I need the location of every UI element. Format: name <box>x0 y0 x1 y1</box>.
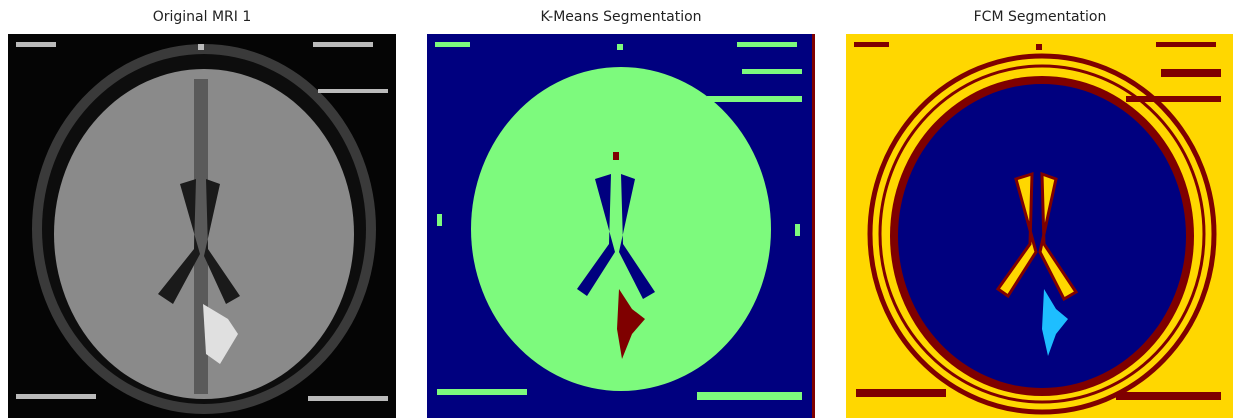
mri-image <box>8 34 396 418</box>
panel-title: Original MRI 1 <box>153 9 252 25</box>
panel-title: FCM Segmentation <box>974 9 1107 25</box>
fcm-image <box>846 34 1233 418</box>
figure: Original MRI 1 K-Means Segmentation FCM … <box>0 0 1233 420</box>
panel-title: K-Means Segmentation <box>540 9 701 25</box>
kmeans-image <box>427 34 815 418</box>
